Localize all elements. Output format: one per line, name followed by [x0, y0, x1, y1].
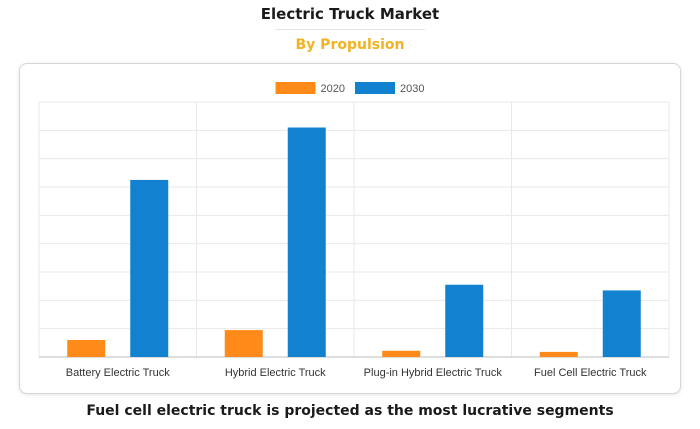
legend-label-2030: 2030	[400, 83, 424, 95]
chart-title: Electric Truck Market	[260, 5, 440, 23]
bar-2020-2	[224, 330, 263, 357]
bar-2030-4	[602, 290, 641, 357]
bar-chart: Battery Electric Truck Hybrid Electric Tr…	[38, 82, 670, 379]
chart-caption: Fuel cell electric truck is projected as…	[86, 403, 614, 419]
chart-subtitle: By Propulsion	[295, 37, 405, 53]
legend-label-2020: 2020	[321, 83, 345, 95]
bar-2030-2	[287, 127, 326, 357]
legend-swatch-2030	[355, 82, 395, 94]
title-divider	[275, 29, 425, 30]
legend-swatch-2020	[275, 82, 316, 94]
x-tick-label: Plug-in Hybrid Electric Truck	[364, 367, 503, 379]
bar-2030-3	[445, 284, 484, 357]
x-tick-label: Battery Electric Truck	[66, 367, 170, 379]
bar-2030-1	[130, 179, 169, 357]
x-tick-label: Hybrid Electric Truck	[225, 367, 326, 379]
bar-2020-4	[539, 351, 578, 357]
bar-2020-1	[67, 340, 106, 357]
bar-2020-3	[382, 350, 421, 357]
x-tick-label: Fuel Cell Electric Truck	[534, 367, 647, 379]
chart-card: Battery Electric Truck Hybrid Electric Tr…	[19, 63, 681, 394]
